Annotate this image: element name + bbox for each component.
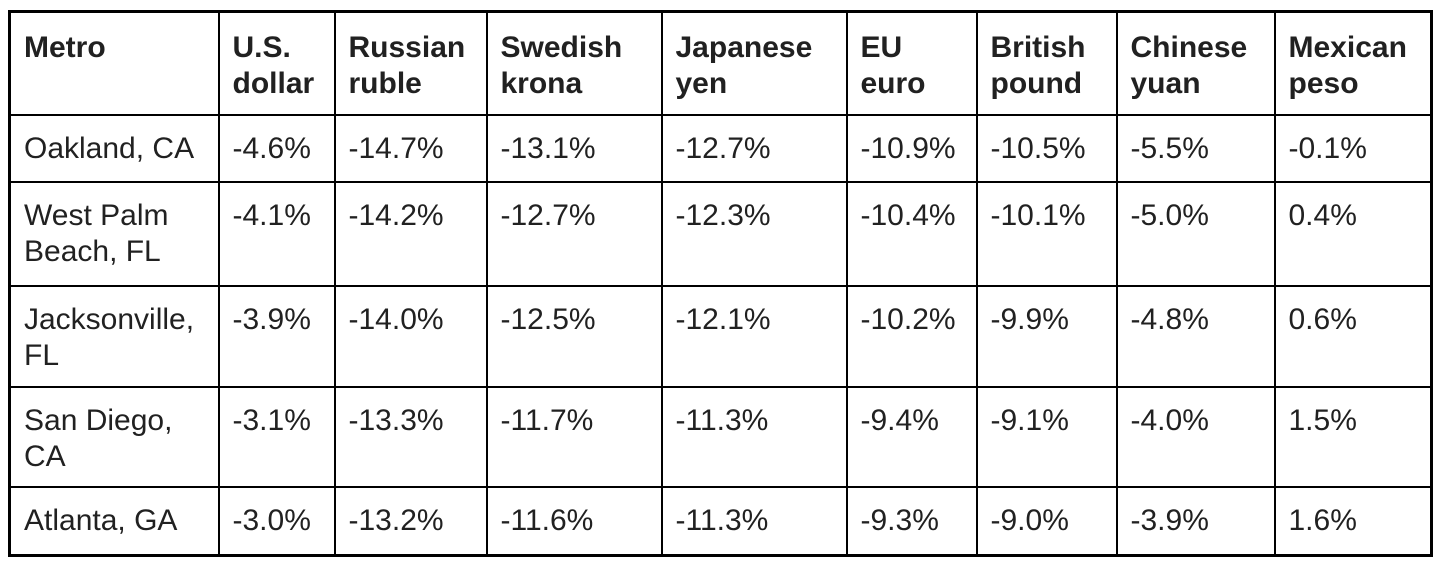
column-header-chinese-yuan: Chinese yuan — [1115, 10, 1276, 116]
value-cell: -11.7% — [485, 385, 663, 488]
value-cell: -9.9% — [975, 284, 1118, 388]
value-cell: -3.1% — [217, 385, 336, 488]
value-cell: -4.1% — [217, 180, 336, 287]
table-row-san-diego: San Diego, CA -3.1% -13.3% -11.7% -11.3%… — [8, 385, 1433, 488]
value-cell: -10.4% — [845, 180, 978, 287]
column-header-mexican-peso: Mexican peso — [1273, 10, 1433, 116]
value-cell: -11.3% — [660, 385, 848, 488]
value-cell: -12.3% — [660, 180, 848, 287]
value-cell: -3.9% — [217, 284, 336, 388]
value-cell: -9.3% — [845, 485, 978, 557]
table-row-oakland: Oakland, CA -4.6% -14.7% -13.1% -12.7% -… — [8, 113, 1433, 183]
metro-cell: Oakland, CA — [8, 113, 220, 183]
value-cell: -9.1% — [975, 385, 1118, 488]
currency-metro-table: Metro U.S. dollar Russian ruble Swedish … — [8, 10, 1433, 557]
value-cell: -14.2% — [333, 180, 488, 287]
value-cell: -3.0% — [217, 485, 336, 557]
value-cell: -12.7% — [485, 180, 663, 287]
table-row-atlanta: Atlanta, GA -3.0% -13.2% -11.6% -11.3% -… — [8, 485, 1433, 557]
table-row-jacksonville: Jacksonville, FL -3.9% -14.0% -12.5% -12… — [8, 284, 1433, 388]
table-row-west-palm-beach: West Palm Beach, FL -4.1% -14.2% -12.7% … — [8, 180, 1433, 287]
metro-cell: Atlanta, GA — [8, 485, 220, 557]
value-cell: -13.2% — [333, 485, 488, 557]
value-cell: -12.7% — [660, 113, 848, 183]
metro-cell: West Palm Beach, FL — [8, 180, 220, 287]
value-cell: -13.1% — [485, 113, 663, 183]
column-header-japanese-yen: Japanese yen — [660, 10, 848, 116]
column-header-swedish-krona: Swedish krona — [485, 10, 663, 116]
value-cell: -5.5% — [1115, 113, 1276, 183]
value-cell: -10.2% — [845, 284, 978, 388]
value-cell: -14.7% — [333, 113, 488, 183]
value-cell: -14.0% — [333, 284, 488, 388]
column-header-british-pound: British pound — [975, 10, 1118, 116]
value-cell: -0.1% — [1273, 113, 1433, 183]
column-header-metro: Metro — [8, 10, 220, 116]
metro-cell: San Diego, CA — [8, 385, 220, 488]
value-cell: 0.6% — [1273, 284, 1433, 388]
value-cell: -9.0% — [975, 485, 1118, 557]
value-cell: -4.6% — [217, 113, 336, 183]
value-cell: -10.9% — [845, 113, 978, 183]
column-header-russian-ruble: Russian ruble — [333, 10, 488, 116]
value-cell: -12.5% — [485, 284, 663, 388]
value-cell: 0.4% — [1273, 180, 1433, 287]
value-cell: -11.6% — [485, 485, 663, 557]
value-cell: 1.5% — [1273, 385, 1433, 488]
metro-cell: Jacksonville, FL — [8, 284, 220, 388]
value-cell: -10.5% — [975, 113, 1118, 183]
column-header-us-dollar: U.S. dollar — [217, 10, 336, 116]
column-header-eu-euro: EU euro — [845, 10, 978, 116]
value-cell: -4.8% — [1115, 284, 1276, 388]
value-cell: -3.9% — [1115, 485, 1276, 557]
header-row: Metro U.S. dollar Russian ruble Swedish … — [8, 10, 1433, 116]
value-cell: 1.6% — [1273, 485, 1433, 557]
value-cell: -9.4% — [845, 385, 978, 488]
value-cell: -11.3% — [660, 485, 848, 557]
value-cell: -12.1% — [660, 284, 848, 388]
value-cell: -5.0% — [1115, 180, 1276, 287]
value-cell: -4.0% — [1115, 385, 1276, 488]
value-cell: -13.3% — [333, 385, 488, 488]
value-cell: -10.1% — [975, 180, 1118, 287]
